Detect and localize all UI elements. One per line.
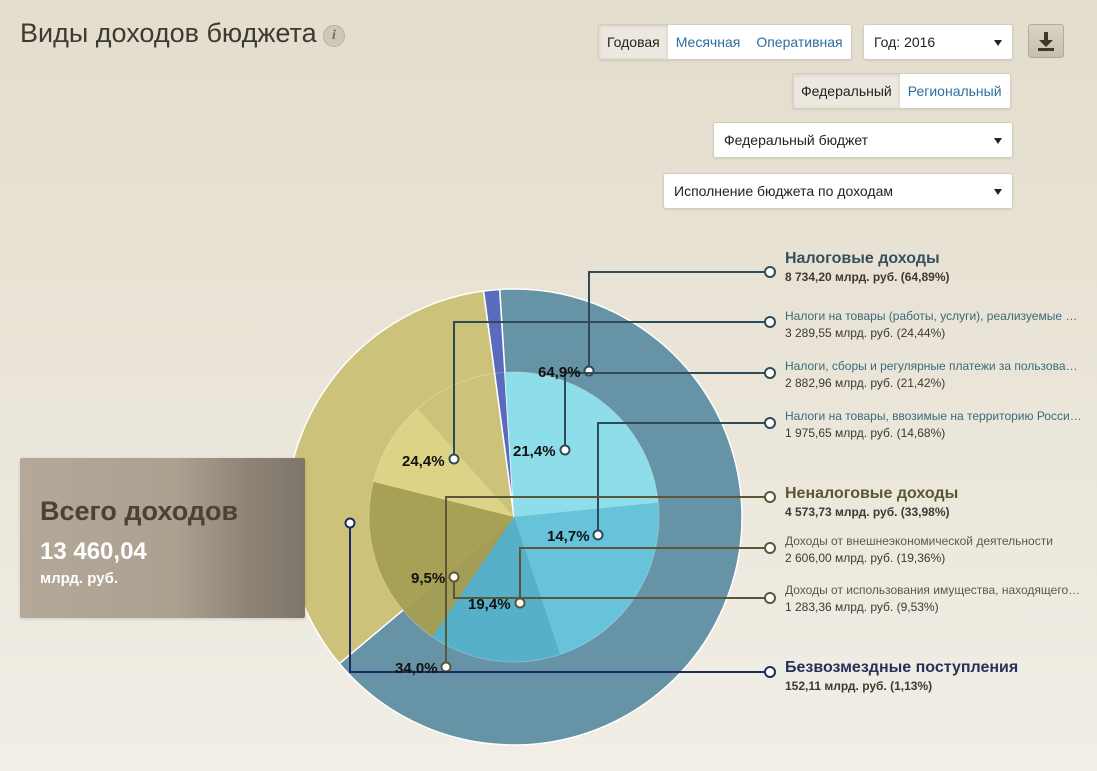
- legend-marker-resource-taxes: [764, 367, 776, 379]
- pct-label-nontax: 34,0%: [395, 660, 438, 677]
- leader-line-foreign-trade: [519, 547, 770, 603]
- budget-level-tabs: Федеральный Региональный: [792, 73, 1011, 109]
- total-unit: млрд. руб.: [40, 570, 119, 587]
- legend-item-value: 1 975,65 млрд. руб. (14,68%): [785, 426, 946, 440]
- tab-operative[interactable]: Оперативная: [756, 34, 843, 50]
- legend-item[interactable]: Налоги, сборы и регулярные платежи за по…: [785, 359, 1085, 390]
- chevron-down-icon: [994, 189, 1002, 195]
- leader-line-tax: [588, 271, 770, 371]
- legend-nontax-group[interactable]: Неналоговые доходы 4 573,73 млрд. руб. (…: [785, 485, 1085, 519]
- leader-line-nontax: [445, 496, 770, 667]
- pct-label-property-income: 9,5%: [411, 570, 445, 587]
- legend-item[interactable]: Доходы от внешнеэкономической деятельнос…: [785, 534, 1085, 565]
- legend-item-value: 2 606,00 млрд. руб. (19,36%): [785, 551, 946, 565]
- inner-ring-outline: [368, 371, 660, 663]
- leader-dot-resource-taxes: [559, 444, 571, 456]
- legend-group-subtitle: 152,11 млрд. руб. (1,13%): [785, 679, 933, 693]
- tab-monthly[interactable]: Месячная: [675, 34, 741, 50]
- legend-marker-goods-taxes: [764, 316, 776, 328]
- leader-dot-tax: [583, 365, 595, 377]
- legend-item-name: Налоги на товары (работы, услуги), реали…: [785, 309, 1083, 323]
- legend-item-value: 1 283,36 млрд. руб. (9,53%): [785, 600, 939, 614]
- inner-slice-resource-taxes: [514, 502, 659, 655]
- download-icon: [1038, 32, 1054, 51]
- chevron-down-icon: [994, 138, 1002, 144]
- leader-dot-goods-taxes: [448, 453, 460, 465]
- legend-group-title: Неналоговые доходы: [785, 485, 959, 502]
- pct-label-resource-taxes: 21,4%: [513, 443, 556, 460]
- chevron-down-icon: [994, 40, 1002, 46]
- legend-item[interactable]: Налоги на товары, ввозимые на территорию…: [785, 409, 1085, 440]
- leader-line-gratuitous: [349, 523, 770, 673]
- pct-label-foreign-trade: 19,4%: [468, 596, 511, 613]
- legend-item[interactable]: Налоги на товары (работы, услуги), реали…: [785, 309, 1085, 340]
- legend-group-title: Налоговые доходы: [785, 250, 940, 267]
- leader-dot-gratuitous: [344, 517, 356, 529]
- leader-dot-import-taxes: [592, 529, 604, 541]
- legend-group-subtitle: 4 573,73 млрд. руб. (33,98%): [785, 505, 950, 519]
- leader-dot-nontax: [440, 661, 452, 673]
- legend-marker-nontax: [764, 491, 776, 503]
- report-select[interactable]: Исполнение бюджета по доходам: [663, 173, 1013, 209]
- leader-line-goods-taxes: [453, 321, 770, 459]
- legend-item-name: Налоги на товары, ввозимые на территорию…: [785, 409, 1083, 423]
- legend-item-value: 3 289,55 млрд. руб. (24,44%): [785, 326, 946, 340]
- legend-item-name: Налоги, сборы и регулярные платежи за по…: [785, 359, 1083, 373]
- total-label: Всего доходов: [40, 496, 239, 526]
- legend-marker-foreign-trade: [764, 542, 776, 554]
- inner-slice-goods-taxes: [504, 372, 659, 517]
- budget-select-value: Федеральный бюджет: [724, 132, 869, 148]
- legend-group-subtitle: 8 734,20 млрд. руб. (64,89%): [785, 270, 950, 284]
- legend-marker-gratuitous: [764, 666, 776, 678]
- year-select-value: Год: 2016: [874, 34, 936, 50]
- total-revenue-panel: Всего доходов 13 460,04 млрд. руб.: [20, 458, 305, 618]
- tab-annual[interactable]: Годовая: [599, 25, 668, 59]
- year-select[interactable]: Год: 2016: [863, 24, 1013, 60]
- legend-item-value: 2 882,96 млрд. руб. (21,42%): [785, 376, 946, 390]
- total-value: 13 460,04: [40, 538, 147, 565]
- legend-item-name: Доходы от внешнеэкономической деятельнос…: [785, 534, 1053, 548]
- page-title: Виды доходов бюджета: [20, 18, 317, 48]
- report-select-value: Исполнение бюджета по доходам: [674, 183, 893, 199]
- inner-slice-property-income: [373, 408, 514, 517]
- leader-line-property-income: [453, 577, 770, 599]
- leader-dot-property-income: [448, 571, 460, 583]
- legend-group-title: Безвозмездные поступления: [785, 659, 1019, 676]
- pct-label-goods-taxes: 24,4%: [402, 453, 445, 470]
- legend-tax-group[interactable]: Налоговые доходы 8 734,20 млрд. руб. (64…: [785, 250, 1085, 284]
- info-icon[interactable]: i: [323, 25, 345, 47]
- tab-regional[interactable]: Региональный: [907, 83, 1002, 99]
- download-button[interactable]: [1028, 24, 1064, 58]
- legend-item[interactable]: Доходы от использования имущества, наход…: [785, 583, 1085, 614]
- legend-marker-property-income: [764, 592, 776, 604]
- legend-gratuitous-group[interactable]: Безвозмездные поступления 152,11 млрд. р…: [785, 659, 1085, 693]
- legend-marker-tax: [764, 266, 776, 278]
- pct-label-import-taxes: 14,7%: [547, 528, 590, 545]
- tab-federal[interactable]: Федеральный: [793, 74, 900, 108]
- inner-slice-import-taxes: [432, 517, 561, 662]
- inner-slice-foreign-trade: [368, 481, 514, 637]
- outer-slice-gratuitous: [482, 288, 515, 518]
- budget-select[interactable]: Федеральный бюджет: [713, 122, 1013, 158]
- period-tabs: Годовая Месячная Оперативная: [598, 24, 852, 60]
- leader-line-resource-taxes: [564, 372, 770, 450]
- leader-dot-foreign-trade: [514, 597, 526, 609]
- legend-marker-import-taxes: [764, 417, 776, 429]
- legend-item-name: Доходы от использования имущества, наход…: [785, 583, 1083, 597]
- pct-label-tax: 64,9%: [538, 364, 581, 381]
